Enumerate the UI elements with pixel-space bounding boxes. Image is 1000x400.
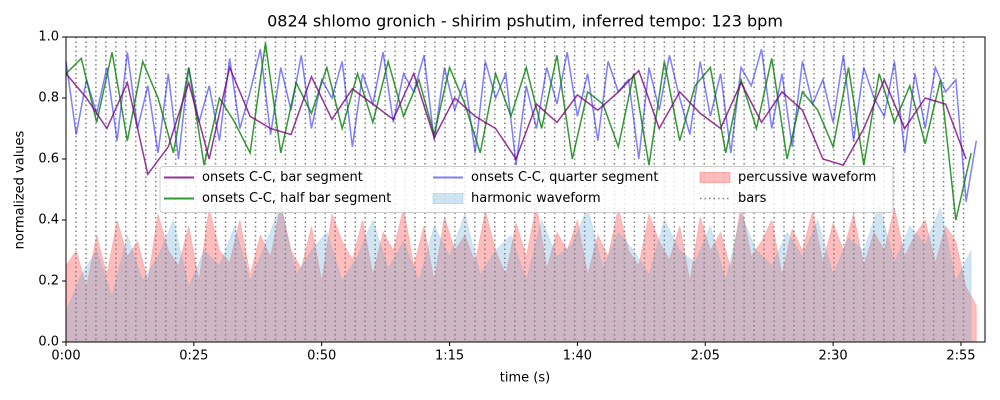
y-tick-label: 0.4 [38,213,59,228]
x-tick-label: 2:30 [819,349,848,364]
legend-label: percussive waveform [738,170,876,185]
y-tick-label: 0.2 [38,274,59,289]
x-tick-label: 2:55 [946,349,975,364]
series-line [65,42,972,221]
legend-label: bars [738,191,767,206]
legend-swatch [432,193,464,204]
chart-title: 0824 shlomo gronich - shirim pshutim, in… [267,12,783,31]
legend: onsets C-C, bar segment onsets C-C, half … [159,166,894,213]
legend-label: onsets C-C, bar segment [202,170,363,185]
x-tick-label: 1:40 [563,349,592,364]
legend-swatch [699,172,731,183]
series-line [65,65,967,177]
y-tick-label: 0.8 [38,91,59,106]
plot-area [65,37,978,343]
x-tick-label: 1:15 [435,349,464,364]
x-tick-label: 0:25 [179,349,208,364]
legend-box [159,166,894,213]
x-axis-label: time (s) [500,371,550,386]
series-line [65,48,978,202]
x-tick-label: 0:00 [51,349,80,364]
waveform-area [65,203,972,343]
y-axis-label: normalized values [13,130,28,249]
x-tick-label: 0:50 [307,349,336,364]
axes-frame [65,36,986,343]
legend-label: harmonic waveform [471,191,601,206]
y-tick-label: 0.6 [38,152,59,167]
y-tick-label: 1.0 [38,30,59,45]
x-tick-label: 2:05 [691,349,720,364]
waveform-area [65,204,977,343]
legend-label: onsets C-C, quarter segment [471,170,658,185]
y-tick-label: 0.0 [38,335,59,350]
legend-label: onsets C-C, half bar segment [202,191,391,206]
